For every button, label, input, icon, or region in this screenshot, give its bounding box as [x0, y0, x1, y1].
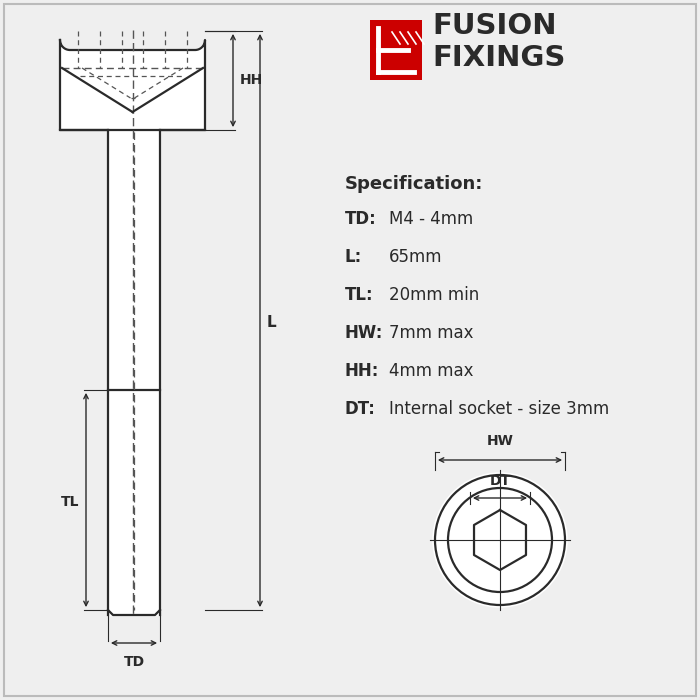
Text: 20mm min: 20mm min	[389, 286, 480, 304]
Text: 4mm max: 4mm max	[389, 362, 473, 380]
Polygon shape	[60, 40, 205, 130]
Text: TL: TL	[60, 496, 79, 510]
Text: L: L	[267, 315, 276, 330]
Text: HW: HW	[486, 434, 513, 448]
Text: 65mm: 65mm	[389, 248, 442, 266]
Bar	[370, 20, 422, 80]
Text: DT:: DT:	[345, 400, 376, 418]
Text: TD: TD	[123, 655, 145, 669]
Text: Internal socket - size 3mm: Internal socket - size 3mm	[389, 400, 609, 418]
Text: TD:: TD:	[345, 210, 377, 228]
Text: HW:: HW:	[345, 324, 384, 342]
Text: FIXINGS: FIXINGS	[432, 44, 566, 72]
Text: HH: HH	[240, 73, 263, 87]
Text: L:: L:	[345, 248, 363, 266]
Text: DT: DT	[489, 474, 510, 488]
Text: HH:: HH:	[345, 362, 379, 380]
Text: M4 - 4mm: M4 - 4mm	[389, 210, 473, 228]
Polygon shape	[108, 130, 160, 615]
Circle shape	[433, 473, 567, 607]
Text: 7mm max: 7mm max	[389, 324, 473, 342]
Text: TL:: TL:	[345, 286, 374, 304]
Text: FUSION: FUSION	[432, 12, 556, 40]
Text: Specification:: Specification:	[345, 175, 484, 193]
